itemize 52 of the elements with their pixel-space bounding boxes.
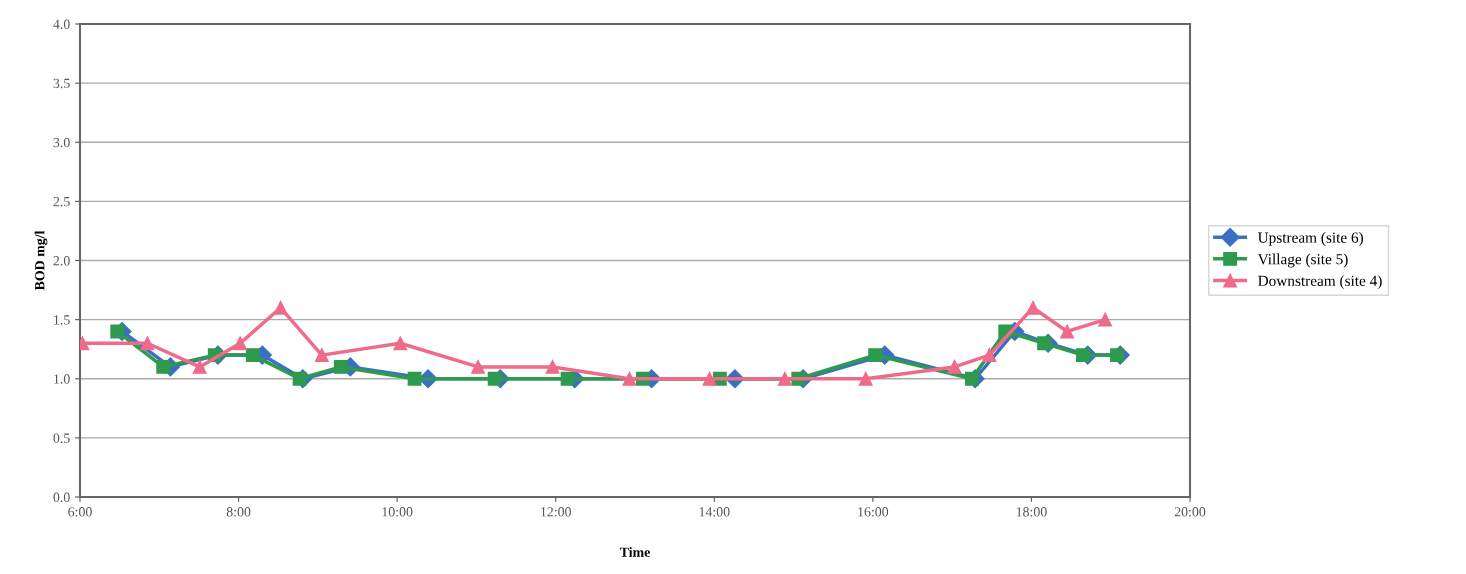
x-tick-label: 18:00	[1016, 507, 1047, 517]
y-tick-label: 2.5	[53, 197, 70, 207]
point	[1110, 348, 1125, 363]
point	[407, 371, 422, 386]
x-axis-title: Time	[619, 547, 650, 557]
point	[487, 371, 502, 386]
point	[156, 359, 171, 374]
y-tick-label: 0.0	[53, 492, 70, 503]
point	[1098, 312, 1113, 327]
point	[622, 371, 637, 386]
point	[1076, 348, 1090, 363]
y-tick-label: 1.0	[54, 374, 70, 384]
point	[292, 371, 307, 386]
point	[545, 359, 560, 374]
point	[471, 359, 485, 374]
y-tick-label: 0.5	[53, 433, 70, 443]
x-tick-label: 10:00	[382, 507, 413, 517]
legend-label: Downstream (site 4)	[1258, 275, 1382, 290]
y-tick-label: 4.0	[53, 19, 70, 30]
point	[777, 371, 792, 386]
point	[965, 371, 979, 386]
y-axis-title: BOD mg/l	[34, 230, 48, 291]
point	[560, 371, 575, 386]
point	[140, 336, 155, 351]
point	[982, 348, 997, 363]
point	[110, 324, 125, 339]
point	[947, 359, 962, 374]
point	[273, 300, 288, 315]
point	[333, 359, 348, 374]
point	[314, 348, 329, 363]
x-tick-label: 14:00	[699, 507, 730, 517]
point	[233, 336, 248, 351]
x-tick-label: 8:00	[226, 507, 251, 517]
point	[1060, 324, 1075, 339]
x-tick-label: 6:00	[68, 507, 92, 517]
point	[393, 336, 408, 351]
point	[1026, 300, 1040, 315]
x-tick-label: 16:00	[858, 507, 889, 517]
point	[245, 348, 260, 363]
legend-label: Upstream (site 6)	[1257, 232, 1364, 246]
point	[1037, 336, 1052, 351]
y-tick-label: 3.0	[53, 137, 70, 148]
point	[868, 348, 883, 363]
y-tick-label: 3.5	[53, 78, 70, 89]
y-tick-label: 2.0	[53, 256, 70, 266]
x-tick-label: 20:00	[1174, 507, 1206, 517]
legend-label: Village (site 5)	[1257, 253, 1348, 268]
y-tick-label: 1.5	[54, 315, 70, 325]
point	[858, 371, 873, 386]
x-tick-label: 12:00	[541, 507, 571, 517]
point	[192, 359, 207, 374]
point	[702, 371, 717, 386]
